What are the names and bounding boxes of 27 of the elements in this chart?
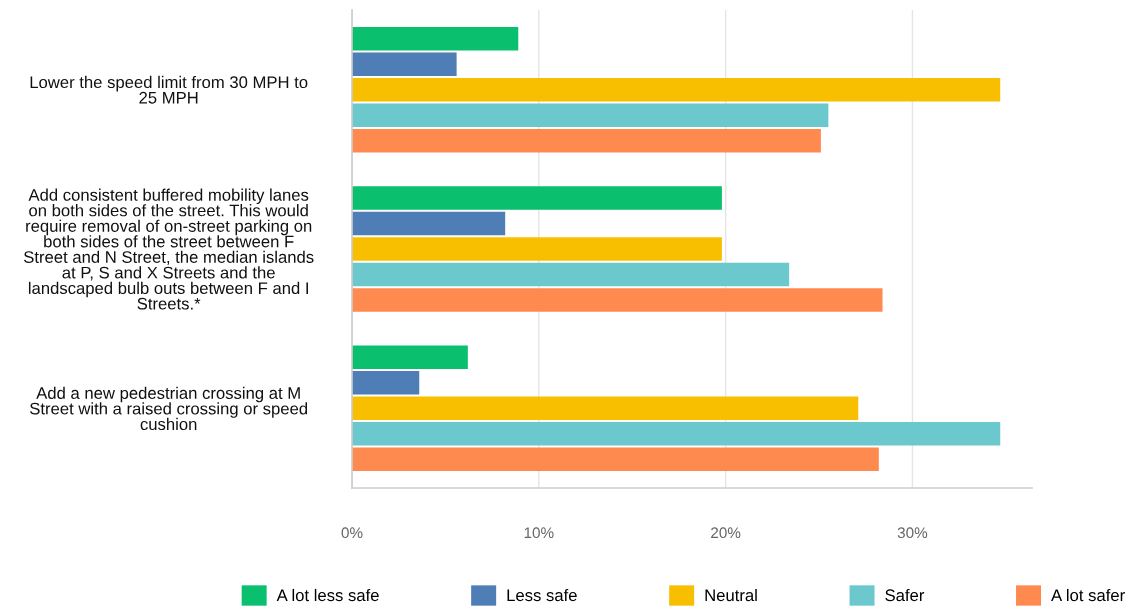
legend-label: Safer [885,588,925,602]
legend-label: A lot safer [1051,588,1125,602]
bar [352,422,1001,446]
y-tick-label: Add a new pedestrian crossing at M Street with a raised crossing or speed cushion [30,386,308,431]
bar [352,186,722,210]
bar [352,211,506,236]
bar [352,371,420,395]
bar [352,103,829,127]
bar [352,128,821,153]
x-tick-label: 30% [897,527,928,539]
bar [352,345,468,370]
bar [352,447,879,472]
bar [352,288,883,312]
y-tick-label: Add consistent buffered mobility lanes on both sides of the street. This would require removal of on-street parking on both sides of the street between F Street and N Street, the median islands at P, S and X Streets and the landscaped bulb outs between F and I Streets.* [23,188,314,310]
x-tick-label: 10% [524,527,554,539]
bar [352,77,1001,102]
bar [352,262,790,287]
bar [352,26,519,51]
x-tick-label: 20% [711,527,741,539]
bar [352,237,722,261]
legend-label: Neutral [705,588,757,602]
bar [352,396,859,421]
legend-label: A lot less safe [276,588,379,602]
x-tick-label: 0% [341,527,363,539]
y-tick-label: Lower the speed limit from 30 MPH to 25 MPH [30,75,308,104]
bar [352,52,457,76]
legend-label: Less safe [507,588,577,602]
